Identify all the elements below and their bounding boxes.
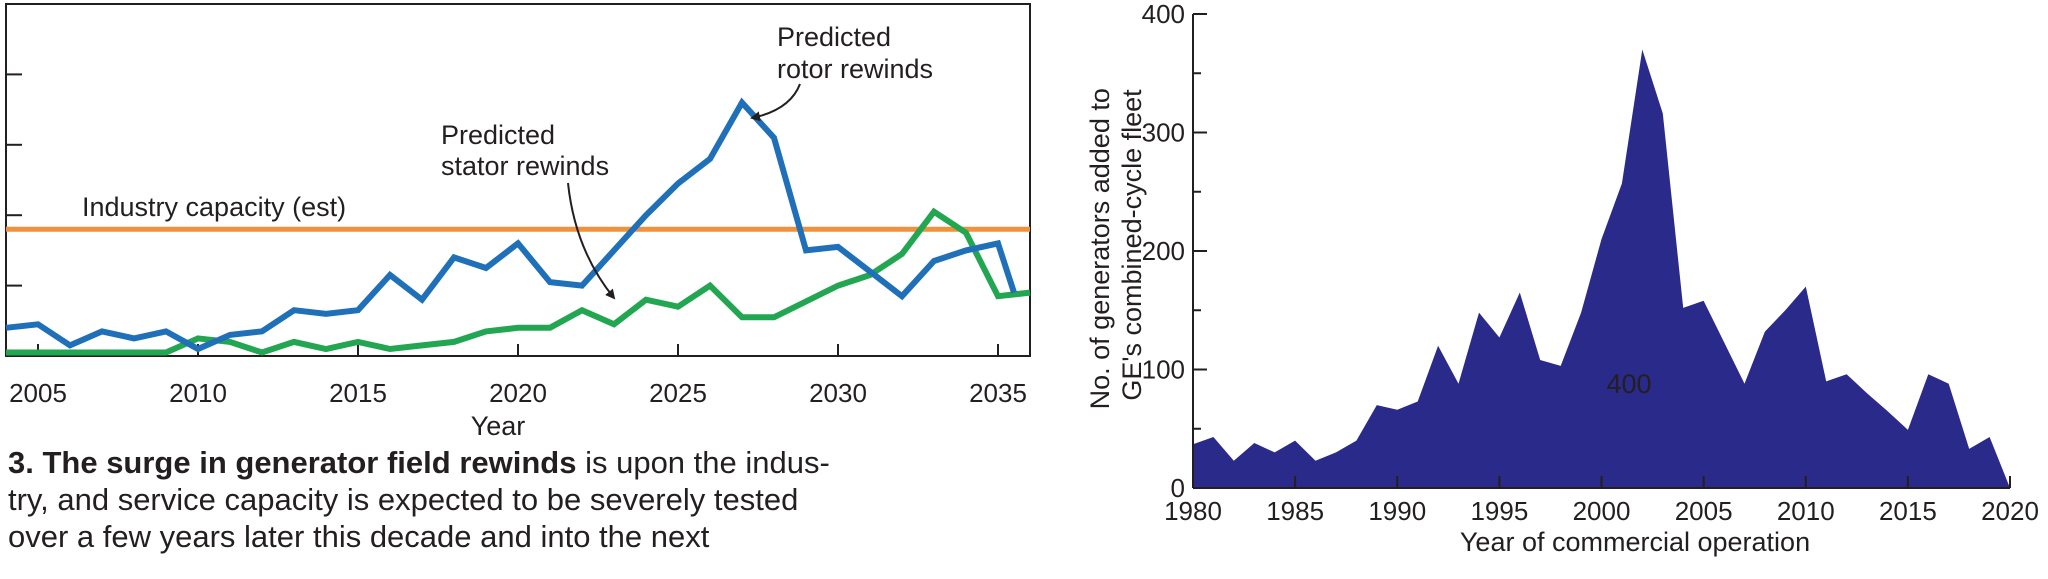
right-area-group (1193, 49, 2010, 488)
caption-text-2: try, and service capacity is expected to… (8, 482, 799, 517)
rotor-annotation-line-2: rotor rewinds (777, 54, 933, 84)
right-x-tick-label: 2010 (1777, 496, 1835, 526)
left-x-tick-label: 2035 (969, 378, 1027, 408)
caption-line-2: try, and service capacity is expected to… (8, 481, 1028, 518)
right-x-tick-label: 2005 (1675, 496, 1733, 526)
right-y-ticks: 0 100 200 300 400 (1142, 0, 1207, 503)
right-x-ticks: 1980 1985 1990 1995 2000 2005 2010 2015 2020 (1164, 476, 2039, 526)
caption-line-3: over a few years later this decade and i… (8, 518, 1028, 555)
right-x-tick-label: 2020 (1981, 496, 2039, 526)
right-x-tick-label: 1990 (1368, 496, 1426, 526)
right-y-axis-title-line-1: No. of generators added to (1085, 88, 1115, 409)
left-series-group (5, 97, 1031, 356)
left-x-tick-label: 2020 (489, 378, 547, 408)
right-y-tick-label: 0 (1171, 473, 1185, 503)
right-x-axis-title: Year of commercial operation (1460, 527, 1810, 557)
right-y-axis-title-line-2: GE's combined-cycle fleet (1117, 89, 1147, 401)
left-x-tick-label: 2005 (9, 378, 67, 408)
right-y-axis-title: No. of generators added to GE's combined… (1085, 81, 1147, 410)
right-x-tick-label: 1980 (1164, 496, 1222, 526)
right-x-tick-label: 2000 (1573, 496, 1631, 526)
fleet-area (1193, 49, 2010, 488)
figure-caption: 3. The surge in generator field rewinds … (8, 444, 1028, 555)
right-y-tick-label: 400 (1142, 0, 1185, 29)
left-x-tick-label: 2010 (169, 378, 227, 408)
rotor-annotation: Predicted rotor rewinds (777, 22, 933, 84)
stator-annotation: Predicted stator rewinds (441, 120, 609, 181)
fleet-area-chart: 0 100 200 300 400 1980 1985 1990 1995 2000 2005 20… (1085, 0, 2039, 557)
rewinds-line-chart: 2005 2010 2015 2020 2025 2030 2035 Industry ca… (5, 3, 1031, 441)
caption-lead: 3. The surge in generator field rewinds (8, 445, 577, 480)
rotor-rewinds-line (5, 97, 1017, 353)
industry-capacity-label: Industry capacity (est) (82, 192, 346, 222)
stator-rewinds-line (6, 207, 1031, 356)
right-y-tick-label: 100 (1142, 355, 1185, 385)
right-x-tick-label: 1985 (1266, 496, 1324, 526)
right-y-tick-label: 300 (1142, 118, 1185, 148)
stator-annotation-arrow (567, 182, 616, 300)
left-x-tick-label: 2015 (329, 378, 387, 408)
caption-text-3: over a few years later this decade and i… (8, 519, 710, 554)
right-x-tick-label: 2015 (1879, 496, 1937, 526)
right-y-tick-label: 200 (1142, 236, 1185, 266)
caption-text-1: is upon the indus- (576, 445, 830, 480)
area-annotation: 400 (1606, 369, 1651, 399)
left-x-tick-label: 2030 (809, 378, 867, 408)
stator-annotation-line-1: Predicted (441, 120, 555, 150)
caption-line-1: 3. The surge in generator field rewinds … (8, 444, 1028, 481)
left-x-tick-label: 2025 (649, 378, 707, 408)
stator-annotation-line-2: stator rewinds (441, 151, 609, 181)
rotor-annotation-arrow (750, 83, 801, 122)
rotor-annotation-line-1: Predicted (777, 22, 891, 52)
right-x-tick-label: 1995 (1470, 496, 1528, 526)
left-x-ticks: 2005 2010 2015 2020 2025 2030 2035 (9, 344, 1027, 408)
left-y-ticks (6, 73, 22, 287)
left-x-axis-title: Year (471, 411, 526, 441)
